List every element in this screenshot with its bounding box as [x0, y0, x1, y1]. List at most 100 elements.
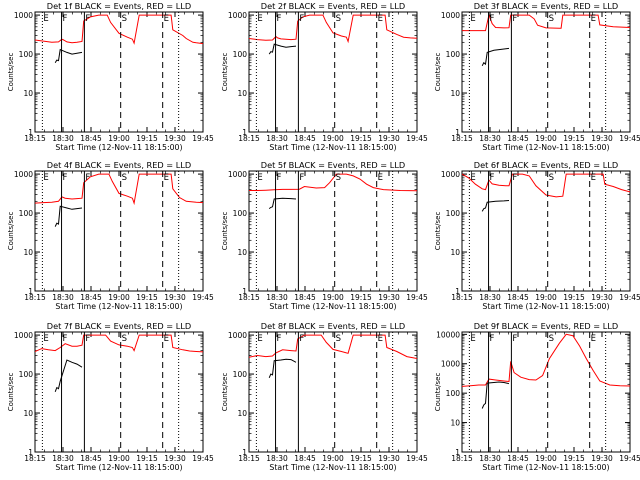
events-line: [481, 381, 510, 409]
chart-panel: Det 7f BLACK = Events, RED = LLD 1 10 100 10…: [7, 321, 214, 472]
x-tick-label: 18:45: [80, 293, 102, 302]
y-tick-label: 10: [450, 248, 460, 257]
event-marker-label: F: [85, 14, 90, 24]
lld-line: [35, 334, 203, 353]
x-tick-label: 19:00: [108, 454, 130, 463]
event-marker-label: F: [512, 14, 517, 24]
x-tick-label: 18:45: [294, 454, 316, 463]
x-axis-label: Start Time (12-Nov-11 18:15:00): [55, 302, 182, 311]
y-tick-label: 100: [19, 209, 34, 218]
x-axis-label: Start Time (12-Nov-11 18:15:00): [482, 463, 609, 472]
y-axis-label: Counts/sec: [7, 212, 15, 251]
x-tick-label: 19:00: [322, 134, 344, 143]
x-tick-label: 18:15: [238, 454, 260, 463]
series-group: [249, 14, 417, 55]
x-tick-label: 19:30: [591, 293, 613, 302]
x-tick-label: 19:15: [350, 134, 372, 143]
y-tick-label: 1: [28, 128, 33, 137]
event-marker-label: S: [549, 334, 554, 344]
event-marker-label: E: [43, 334, 48, 344]
chart-title: Det 8f BLACK = Events, RED = LLD: [261, 321, 405, 331]
x-tick-label: 18:45: [507, 293, 529, 302]
x-tick-label: 19:45: [192, 454, 214, 463]
lld-line: [249, 14, 417, 44]
chart-title: Det 5f BLACK = Events, RED = LLD: [261, 160, 405, 170]
x-axis-label: Start Time (12-Nov-11 18:15:00): [482, 302, 609, 311]
y-tick-label: 1: [242, 287, 247, 296]
x-tick-label: 18:15: [451, 293, 473, 302]
event-marker-label: E: [378, 173, 383, 183]
x-tick-label: 19:00: [108, 293, 130, 302]
chart-title: Det 9f BLACK = Events, RED = LLD: [474, 321, 618, 331]
event-marker-label: F: [512, 173, 517, 183]
x-tick-label: 19:00: [535, 134, 557, 143]
x-tick-label: 19:15: [136, 293, 158, 302]
y-tick-label: 10: [450, 419, 460, 428]
x-tick-label: 18:15: [238, 134, 260, 143]
series-group: [35, 14, 203, 63]
y-axis-label: Counts/sec: [221, 373, 229, 412]
events-line: [268, 43, 297, 55]
x-axis-label: Start Time (12-Nov-11 18:15:00): [55, 143, 182, 152]
y-tick-label: 1000: [441, 360, 460, 369]
event-marker-label: E: [164, 334, 169, 344]
events-line: [54, 48, 83, 63]
series-group: [462, 173, 630, 212]
chart-panel: Det 8f BLACK = Events, RED = LLD 1 10 100 10…: [221, 321, 428, 472]
chart-panel: Det 4f BLACK = Events, RED = LLD 1 10 100 10…: [7, 160, 214, 311]
y-axis-label: Counts/sec: [434, 53, 442, 92]
x-axis-label: Start Time (12-Nov-11 18:15:00): [269, 302, 396, 311]
plot-frame: [461, 331, 631, 453]
y-tick-label: 1: [455, 448, 460, 457]
x-tick-label: 19:30: [591, 454, 613, 463]
x-tick-label: 18:15: [24, 293, 46, 302]
chart-title: Det 4f BLACK = Events, RED = LLD: [47, 160, 191, 170]
chart-title: Det 6f BLACK = Events, RED = LLD: [474, 160, 618, 170]
y-tick-label: 1000: [228, 170, 247, 179]
plot-frame: [34, 11, 204, 133]
y-tick-label: 1: [242, 128, 247, 137]
lld-line: [249, 334, 417, 359]
x-tick-label: 18:15: [451, 454, 473, 463]
y-tick-label: 10: [23, 248, 33, 257]
x-tick-label: 19:45: [406, 454, 428, 463]
lld-line: [462, 13, 630, 32]
event-marker-label: F: [490, 334, 495, 344]
y-axis-label: Counts/sec: [434, 212, 442, 251]
event-marker-label: S: [336, 173, 341, 183]
event-marker-label: F: [277, 334, 282, 344]
lld-line: [35, 14, 203, 45]
x-tick-label: 19:30: [378, 454, 400, 463]
y-tick-label: 1: [455, 128, 460, 137]
x-axis-label: Start Time (12-Nov-11 18:15:00): [482, 143, 609, 152]
series-group: [462, 13, 630, 67]
y-tick-label: 100: [446, 389, 461, 398]
y-tick-label: 100: [233, 50, 248, 59]
x-tick-label: 19:00: [535, 454, 557, 463]
x-tick-label: 19:45: [406, 293, 428, 302]
plot-frame: [34, 331, 204, 453]
x-tick-label: 19:45: [619, 293, 640, 302]
event-marker-label: F: [63, 173, 68, 183]
x-tick-label: 19:45: [619, 134, 640, 143]
event-marker-label: E: [378, 334, 383, 344]
y-tick-label: 100: [446, 209, 461, 218]
y-tick-label: 1000: [14, 331, 33, 340]
chart-title: Det 1f BLACK = Events, RED = LLD: [47, 1, 191, 11]
x-tick-label: 19:00: [108, 134, 130, 143]
x-tick-label: 19:30: [378, 134, 400, 143]
x-tick-label: 19:15: [563, 293, 585, 302]
chart-panel: Det 5f BLACK = Events, RED = LLD 1 10 100 10…: [221, 160, 428, 311]
plot-frame: [34, 170, 204, 292]
y-axis-label: Counts/sec: [221, 212, 229, 251]
event-marker-label: F: [63, 334, 68, 344]
event-marker-label: F: [299, 173, 304, 183]
y-tick-label: 1000: [14, 170, 33, 179]
chart-title: Det 2f BLACK = Events, RED = LLD: [261, 1, 405, 11]
x-tick-label: 19:30: [378, 293, 400, 302]
y-tick-label: 10: [23, 89, 33, 98]
event-marker-label: F: [490, 173, 495, 183]
x-tick-label: 19:15: [350, 454, 372, 463]
event-marker-label: F: [299, 14, 304, 24]
